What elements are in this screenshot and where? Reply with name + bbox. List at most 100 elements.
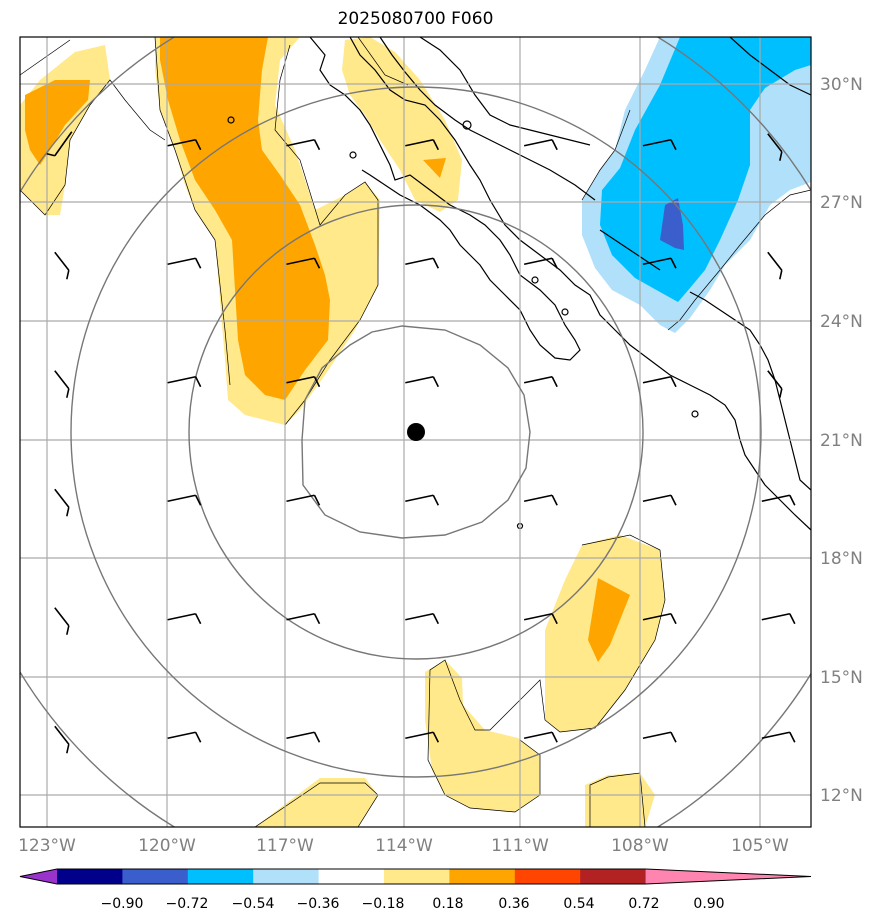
colorbar (19, 868, 812, 885)
lat-label: 27°N (820, 193, 863, 213)
graticule (20, 37, 811, 827)
colorbar-segment (514, 869, 581, 884)
wind-barb (286, 612, 321, 625)
colorbar-tick-label: 0.18 (432, 896, 463, 912)
wind-barb (642, 731, 677, 743)
contour-lines (20, 37, 811, 827)
wind-barb (642, 257, 677, 269)
wind-barb (523, 494, 558, 506)
wind-barb (286, 731, 321, 743)
coastline (227, 37, 811, 531)
colorbar-segment (122, 869, 189, 884)
storm-center-marker (407, 423, 425, 441)
wind-barb (761, 494, 796, 506)
lat-axis-labels: 30°N 27°N 24°N 21°N 18°N 15°N 12°N (820, 75, 863, 806)
plot-frame (19, 36, 812, 828)
wind-barb (523, 612, 558, 625)
colorbar-tick-label: −0.72 (166, 896, 209, 912)
wind-barb (167, 138, 202, 151)
colorbar-segment (253, 869, 320, 884)
colorbar-tick-label: −0.54 (232, 896, 275, 912)
lon-label: 108°W (611, 836, 669, 856)
wind-barb (405, 375, 440, 388)
positive-anomaly-fills (20, 37, 665, 827)
orange-region (25, 80, 90, 165)
wind-barb (405, 494, 440, 506)
wind-barb (767, 251, 783, 280)
wind-barb (54, 488, 70, 517)
wind-barb (405, 612, 440, 625)
wind-barb (523, 257, 558, 269)
colorbar-extend-high (645, 869, 811, 884)
colorbar-tick-label: 0.72 (628, 896, 659, 912)
lon-label: 117°W (256, 836, 314, 856)
colorbar-segment (57, 869, 123, 884)
wind-barb (405, 138, 440, 151)
lon-axis-labels: 123°W 120°W 117°W 114°W 111°W 108°W 105°… (18, 836, 789, 856)
range-ring (70, 86, 762, 778)
wind-barb (642, 375, 677, 388)
wind-barb (767, 133, 783, 161)
orange-region (423, 158, 446, 178)
wind-barb (54, 725, 70, 754)
lat-label: 15°N (820, 668, 863, 688)
colorbar-outline (19, 868, 812, 885)
wind-barb (767, 370, 783, 398)
wind-barb (286, 138, 321, 151)
royal-blue-region (660, 198, 684, 250)
range-ring-inner (301, 325, 531, 539)
negative-anomaly-fills (582, 37, 811, 333)
map-title: 2025080700 F060 (337, 9, 494, 29)
wind-barb (642, 138, 677, 151)
lat-label: 24°N (820, 312, 863, 332)
lon-label: 123°W (18, 836, 76, 856)
wind-barb (167, 612, 202, 625)
lon-label: 120°W (138, 836, 196, 856)
lon-label: 111°W (491, 836, 549, 856)
wind-barb (642, 494, 677, 506)
colorbar-segment (384, 869, 450, 884)
range-ring (188, 204, 644, 660)
wind-barb (523, 138, 558, 151)
wind-barb (54, 370, 70, 398)
wind-barb (523, 375, 558, 388)
wind-barb (405, 257, 440, 269)
wind-barb (167, 375, 202, 388)
lon-label: 114°W (375, 836, 433, 856)
wind-barb (642, 612, 677, 625)
light-yellow-region (585, 773, 655, 827)
lat-label: 30°N (820, 75, 863, 95)
wind-barb (286, 494, 321, 506)
colorbar-segment (187, 869, 254, 884)
range-rings (20, 37, 811, 827)
colorbar-tick-label: −0.18 (362, 896, 405, 912)
wind-barb (286, 375, 321, 388)
colorbar-segment (580, 869, 647, 884)
orange-region (160, 37, 330, 400)
wind-barb (405, 731, 440, 743)
wind-barb (54, 251, 70, 280)
wind-barbs (46, 131, 796, 754)
colorbar-extend-low (20, 869, 57, 884)
colorbar-tick-label: 0.54 (563, 896, 594, 912)
lat-label: 18°N (820, 549, 863, 569)
wind-barb (46, 131, 73, 157)
light-yellow-region (255, 778, 378, 827)
lat-label: 12°N (820, 786, 863, 806)
wind-barb (54, 607, 70, 635)
orange-region (588, 578, 630, 662)
wind-barb (167, 257, 202, 269)
wind-barb (523, 731, 558, 743)
light-yellow-region (425, 660, 540, 812)
lon-label: 105°W (731, 836, 789, 856)
wind-barb (286, 257, 321, 269)
wind-barb (761, 612, 796, 625)
wind-barb (167, 494, 202, 506)
wind-barb (761, 731, 796, 743)
colorbar-tick-label: 0.90 (693, 896, 724, 912)
colorbar-segment (449, 869, 516, 884)
lat-label: 21°N (820, 431, 863, 451)
colorbar-segment (318, 869, 385, 884)
wind-barb (167, 731, 202, 743)
